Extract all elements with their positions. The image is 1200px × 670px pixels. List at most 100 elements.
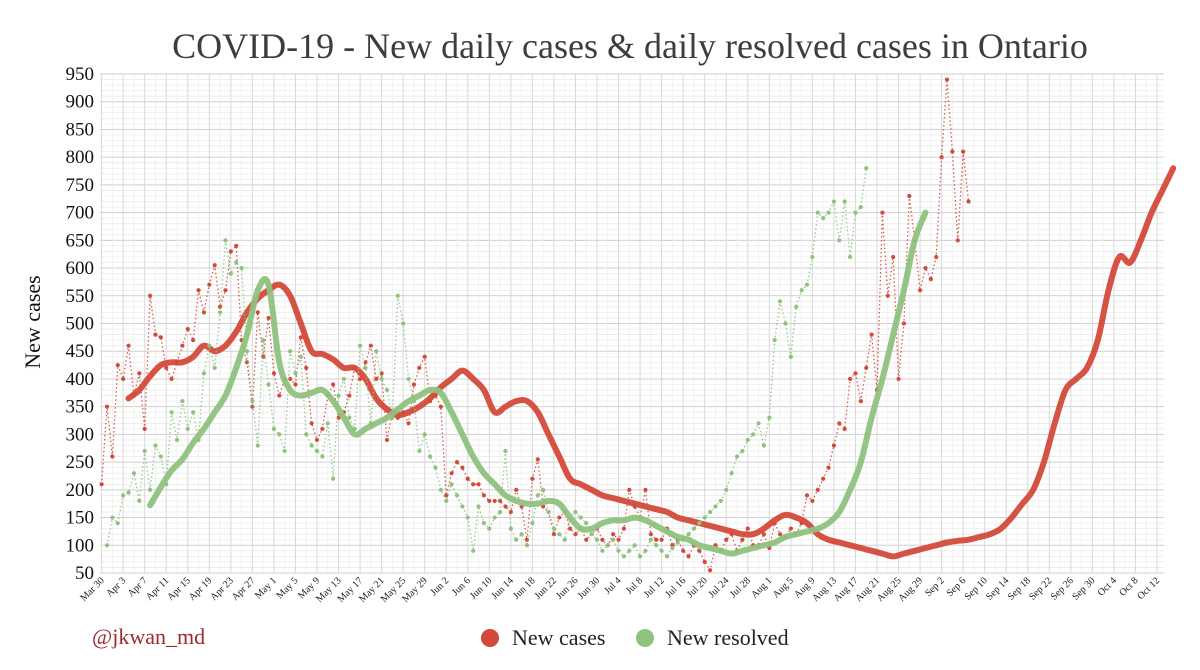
data-point-new-resolved xyxy=(751,432,756,437)
data-point-new-resolved xyxy=(336,393,341,398)
x-tick-label: Jun 26 xyxy=(554,575,580,601)
data-point-new-resolved xyxy=(185,426,190,431)
data-point-new-resolved xyxy=(492,515,497,520)
data-point-new-cases xyxy=(864,365,869,370)
data-point-new-resolved xyxy=(481,521,487,526)
data-point-new-resolved xyxy=(250,399,255,404)
data-point-new-resolved xyxy=(573,509,578,515)
data-point-new-cases xyxy=(557,515,562,520)
data-point-new-resolved xyxy=(379,376,384,382)
data-point-new-cases xyxy=(702,559,707,565)
y-tick-label: 850 xyxy=(66,119,95,140)
data-point-new-resolved xyxy=(756,421,761,426)
x-tick-label: Oct 4 xyxy=(1096,575,1119,598)
author-credit: @jkwan_md xyxy=(92,624,205,649)
x-tick-label: Sep 26 xyxy=(1049,575,1076,602)
data-point-new-cases xyxy=(255,310,260,315)
data-point-new-resolved xyxy=(293,371,298,376)
data-point-new-cases xyxy=(438,404,443,409)
data-point-new-resolved xyxy=(266,382,271,387)
data-point-new-cases xyxy=(320,426,325,431)
x-tick-label: Oct 12 xyxy=(1135,575,1162,602)
x-tick-label: Jul 24 xyxy=(706,575,731,600)
x-tick-label: Sep 22 xyxy=(1027,575,1054,602)
data-point-new-cases xyxy=(826,465,831,470)
data-point-new-cases xyxy=(298,335,303,340)
daily-line-new-cases xyxy=(100,79,970,572)
data-point-new-cases xyxy=(707,568,713,573)
data-point-new-cases xyxy=(217,304,223,309)
data-point-new-resolved xyxy=(831,199,837,204)
data-point-new-resolved xyxy=(842,199,847,204)
data-point-new-resolved xyxy=(147,487,153,492)
x-tick-label: May 5 xyxy=(275,575,301,601)
data-point-new-cases xyxy=(928,277,933,282)
data-point-new-resolved xyxy=(783,321,788,326)
data-point-new-resolved xyxy=(261,338,266,343)
data-point-new-cases xyxy=(611,532,616,537)
data-point-new-resolved xyxy=(406,376,411,382)
legend-label-new-resolved: New resolved xyxy=(667,625,789,650)
x-tick-label: Sep 18 xyxy=(1006,575,1033,602)
data-point-new-cases xyxy=(314,437,320,443)
data-point-new-resolved xyxy=(401,321,406,326)
data-point-new-resolved xyxy=(562,537,567,542)
data-point-new-resolved xyxy=(363,365,368,370)
data-point-new-cases xyxy=(616,537,621,542)
data-point-new-cases xyxy=(907,193,912,199)
y-tick-label: 250 xyxy=(66,452,95,473)
data-point-new-cases xyxy=(331,382,336,387)
data-point-new-cases xyxy=(724,537,729,542)
data-point-new-cases xyxy=(174,360,180,365)
data-point-new-resolved xyxy=(794,304,799,309)
data-point-new-resolved xyxy=(772,338,777,343)
x-tick-label: Apr 11 xyxy=(144,575,171,602)
data-point-new-cases xyxy=(761,532,767,537)
data-point-new-resolved xyxy=(357,343,363,348)
data-point-new-resolved xyxy=(131,471,137,476)
y-tick-label: 800 xyxy=(66,147,95,168)
data-point-new-cases xyxy=(831,443,837,448)
data-point-new-cases xyxy=(352,365,357,370)
data-point-new-resolved xyxy=(804,282,810,287)
data-point-new-resolved xyxy=(497,509,503,515)
data-point-new-cases xyxy=(551,532,557,537)
data-point-new-resolved xyxy=(191,410,196,415)
data-point-new-resolved xyxy=(277,432,282,437)
data-point-new-cases xyxy=(411,382,417,387)
data-point-new-cases xyxy=(336,415,341,420)
data-point-new-resolved xyxy=(858,204,863,210)
data-point-new-resolved xyxy=(632,543,637,548)
data-point-new-cases xyxy=(196,288,201,293)
data-point-new-resolved xyxy=(821,216,826,221)
data-point-new-resolved xyxy=(287,349,293,354)
data-point-new-cases xyxy=(266,315,271,321)
data-point-new-resolved xyxy=(438,487,443,492)
data-point-new-resolved xyxy=(654,543,659,548)
y-tick-label: 950 xyxy=(66,64,95,85)
data-point-new-resolved xyxy=(514,537,519,542)
series-new-resolved xyxy=(104,166,929,559)
y-tick-label: 600 xyxy=(66,258,95,279)
data-point-new-cases xyxy=(535,457,540,462)
data-point-new-resolved xyxy=(508,526,513,531)
x-tick-label: Jul 28 xyxy=(728,575,753,600)
data-point-new-resolved xyxy=(707,509,713,515)
data-point-new-cases xyxy=(234,243,239,248)
data-point-new-cases xyxy=(901,321,907,326)
y-tick-label: 700 xyxy=(66,203,95,224)
x-tick-label: Aug 5 xyxy=(771,575,796,600)
data-point-new-resolved xyxy=(810,254,815,260)
data-point-new-cases xyxy=(621,526,627,531)
data-point-new-cases xyxy=(810,498,815,504)
data-point-new-resolved xyxy=(616,548,621,553)
data-point-new-resolved xyxy=(476,504,481,509)
data-point-new-cases xyxy=(530,476,535,481)
data-point-new-cases xyxy=(368,343,373,348)
data-point-new-cases xyxy=(465,476,470,481)
chart-title: COVID-19 - New daily cases & daily resol… xyxy=(172,26,1088,66)
data-point-new-resolved xyxy=(637,554,643,559)
data-point-new-resolved xyxy=(837,238,842,243)
data-point-new-cases xyxy=(110,454,115,459)
data-point-new-resolved xyxy=(524,543,530,548)
